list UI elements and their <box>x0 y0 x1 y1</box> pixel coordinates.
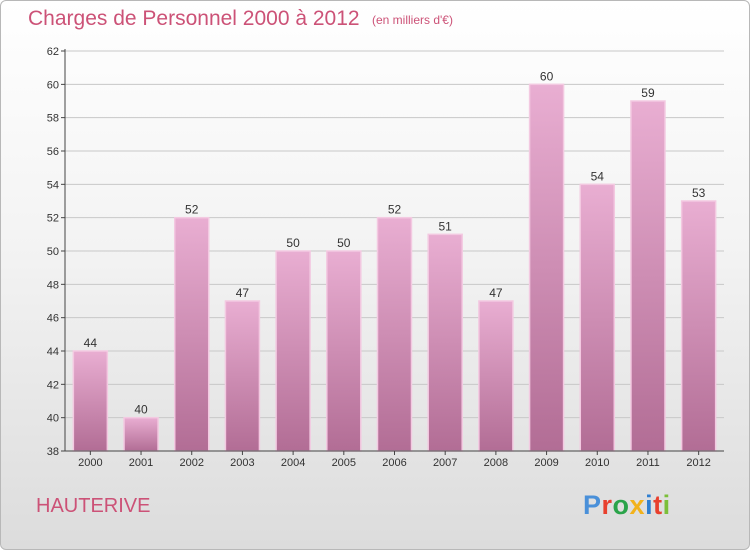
x-tick-label: 2008 <box>484 457 508 469</box>
logo-letter: t <box>653 490 663 520</box>
data-label: 52 <box>388 203 402 217</box>
chart-subtitle: (en milliers d'€) <box>372 13 453 27</box>
data-label: 52 <box>185 203 199 217</box>
bar-2012 <box>680 200 717 452</box>
logo-letter: o <box>612 490 630 520</box>
x-tick-label: 2002 <box>179 457 203 469</box>
bar-2011 <box>630 100 666 452</box>
y-tick-label: 48 <box>47 279 59 291</box>
data-label: 51 <box>439 219 453 233</box>
bar-2002 <box>173 216 210 452</box>
y-tick-label: 62 <box>47 46 59 58</box>
x-tick-label: 2003 <box>230 457 254 469</box>
chart-title: Charges de Personnel 2000 à 2012 <box>28 7 360 30</box>
x-tick-label: 2000 <box>78 457 102 469</box>
x-tick-label: 2009 <box>534 457 558 469</box>
y-tick-label: 50 <box>47 246 59 258</box>
y-tick-label: 60 <box>47 79 59 91</box>
x-tick-label: 2011 <box>636 457 660 469</box>
data-label: 40 <box>134 403 148 417</box>
bar-2001 <box>123 416 159 452</box>
data-label: 54 <box>591 169 605 183</box>
logo-letter: i <box>662 490 671 520</box>
data-label: 60 <box>540 69 554 83</box>
y-tick-label: 42 <box>47 379 59 391</box>
bar-2005 <box>326 250 362 452</box>
bar-2004 <box>275 250 311 452</box>
bars <box>72 83 717 452</box>
x-tick-label: 2012 <box>686 457 710 469</box>
y-tick-label: 56 <box>47 146 59 158</box>
bar-2006 <box>376 216 413 452</box>
x-tick-label: 2005 <box>332 457 356 469</box>
data-label: 50 <box>286 236 300 250</box>
data-label: 53 <box>692 186 706 200</box>
data-labels: 44 40 52 47 50 50 52 51 47 60 54 59 53 <box>84 69 706 416</box>
y-tick-label: 58 <box>47 113 59 125</box>
y-tick-label: 54 <box>47 179 59 191</box>
data-label: 50 <box>337 236 351 250</box>
logo-letter: i <box>645 490 654 520</box>
x-tick-label: 2007 <box>433 457 457 469</box>
y-tick-label: 40 <box>47 413 59 425</box>
logo-letter: r <box>601 490 613 520</box>
bar-2010 <box>579 183 616 452</box>
data-label: 47 <box>489 286 503 300</box>
bar-2007 <box>427 233 463 452</box>
logo-letter: x <box>629 490 646 520</box>
axes: 38 40 42 44 46 48 50 52 54 56 58 60 62 2000 2001 2002 20… <box>47 46 724 469</box>
proxiti-logo: Proxiti <box>583 490 671 521</box>
data-label: 47 <box>236 286 250 300</box>
y-tick-label: 46 <box>47 313 59 325</box>
commune-name: HAUTERIVE <box>36 495 151 517</box>
y-tick-label: 38 <box>47 446 59 458</box>
bar-2000 <box>72 350 109 452</box>
y-tick-label: 52 <box>47 213 59 225</box>
y-tick-label: 44 <box>47 346 59 358</box>
bar-2009 <box>528 83 565 452</box>
x-tick-label: 2004 <box>281 457 305 469</box>
x-tick-label: 2006 <box>382 457 406 469</box>
data-label: 59 <box>641 86 655 100</box>
bar-2003 <box>224 300 261 452</box>
bar-2008 <box>478 300 514 452</box>
logo-letter: P <box>583 490 602 520</box>
x-tick-label: 2010 <box>585 457 609 469</box>
data-label: 44 <box>84 336 98 350</box>
x-tick-label: 2001 <box>129 457 153 469</box>
